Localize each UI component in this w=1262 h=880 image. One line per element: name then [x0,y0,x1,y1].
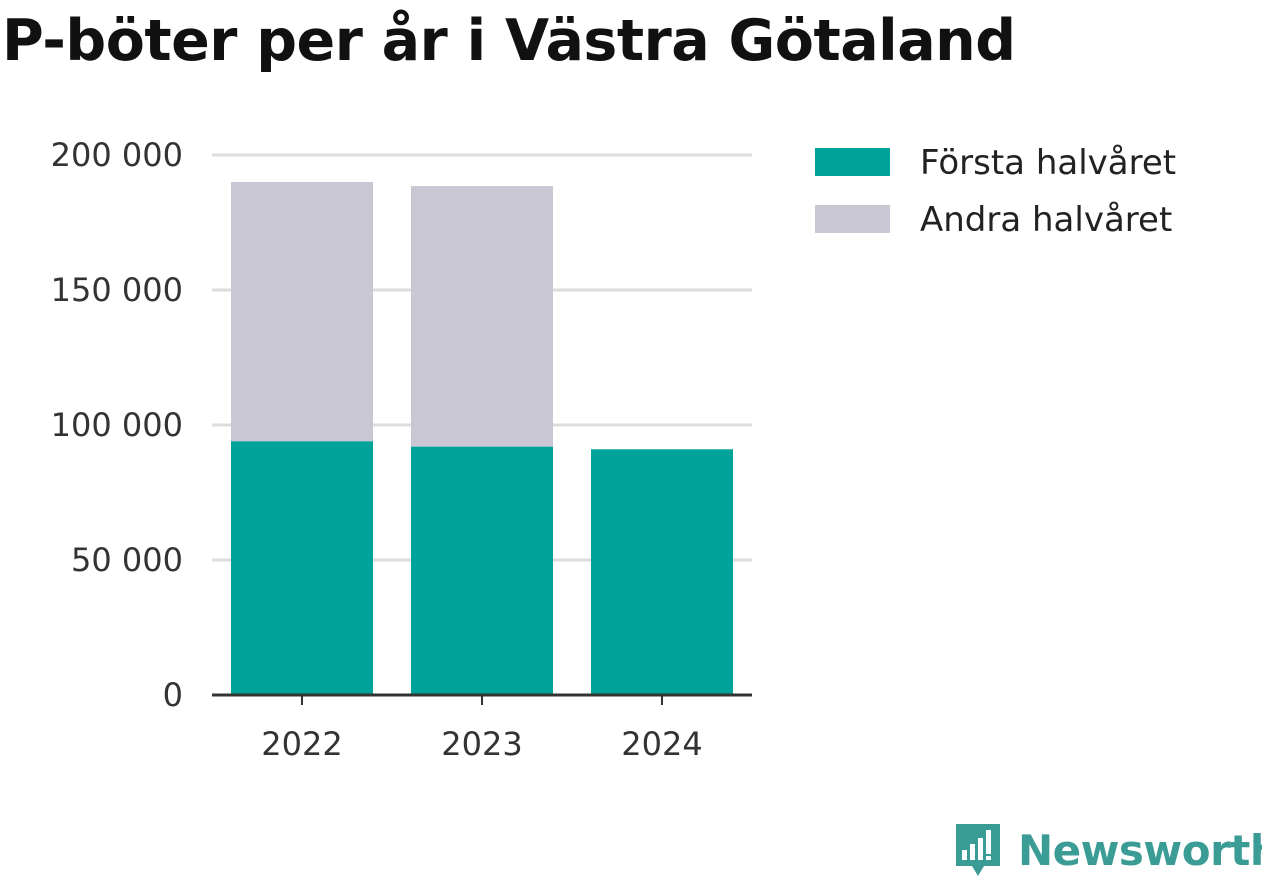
y-tick-label: 200 000 [51,136,183,174]
chart-title: P-böter per år i Västra Götaland [2,8,1016,74]
x-axis-labels: 2022 2023 2024 [261,725,702,763]
brand-name: Newsworthy [1018,825,1262,875]
x-axis [212,693,752,705]
legend-swatch [815,205,890,233]
bar-2022-forsta [231,441,373,695]
y-tick-label: 150 000 [51,271,183,309]
brand-logo: Newsworthy [952,820,1262,880]
x-tick-label: 2022 [261,725,342,763]
y-tick-label: 0 [163,676,183,714]
legend-label: Andra halvåret [920,200,1172,240]
y-axis-labels: 0 50 000 100 000 150 000 200 000 [51,136,183,714]
bar-2023-andra [411,186,553,447]
legend-swatch [815,148,890,176]
x-tick-label: 2024 [621,725,702,763]
bar-2023-forsta [411,446,553,695]
bar-2024-forsta [591,449,733,695]
x-tick-label: 2023 [441,725,522,763]
legend-label: Första halvåret [920,143,1176,183]
y-tick-label: 100 000 [51,406,183,444]
bars [231,182,733,695]
newsworthy-logo-icon [956,824,1000,876]
y-tick-label: 50 000 [71,541,183,579]
legend: Första halvåret Andra halvåret [815,143,1176,240]
bar-2022-andra [231,182,373,442]
